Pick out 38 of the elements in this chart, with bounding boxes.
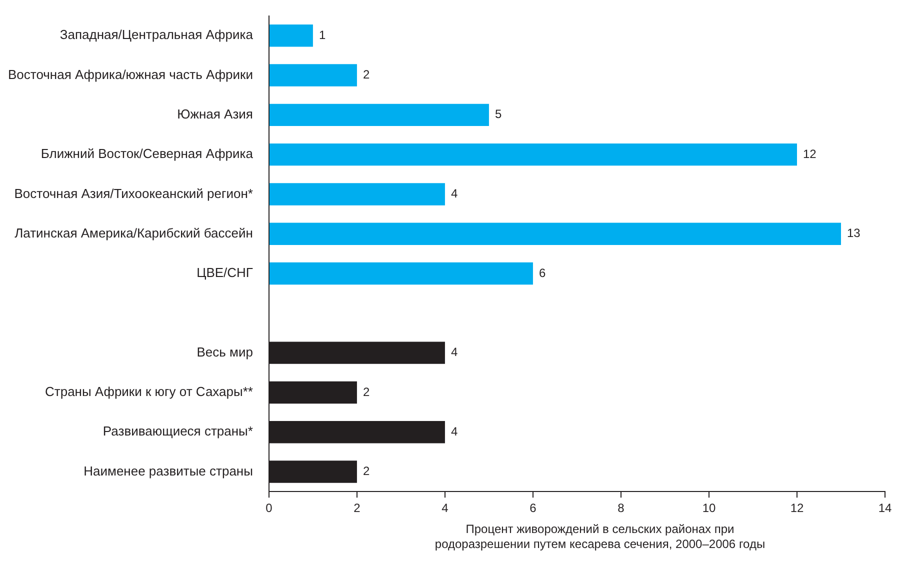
x-axis-title: Процент живорождений в сельских районах при родоразрешении путем кесарева сечения, 2000–2006 годы [434, 522, 766, 552]
data-label: 5 [494, 107, 502, 122]
y-tick-label: Ближний Восток/Северная Африка [40, 146, 254, 162]
x-tick-label: 10 [702, 501, 716, 516]
bar [269, 143, 797, 166]
y-tick-label: Южная Азия [177, 106, 253, 122]
data-label: 4 [450, 424, 458, 438]
data-label: 2 [362, 68, 370, 82]
x-tick-label: 12 [790, 501, 804, 516]
data-label: 1 [318, 28, 326, 42]
bar [269, 183, 445, 206]
x-tick-label: 6 [530, 501, 537, 516]
y-tick-label: Развивающиеся страны* [102, 424, 253, 439]
data-label: 4 [450, 186, 458, 201]
y-tick-label: ЦВЕ/СНГ [196, 265, 253, 280]
x-tick-label: 0 [266, 501, 273, 516]
x-tick-label: 8 [618, 501, 625, 516]
bar [269, 222, 841, 245]
y-tick-label: Весь мир [196, 344, 253, 360]
y-tick-label: Восточная Африка/южная часть Африки [8, 66, 253, 82]
bar [269, 24, 313, 47]
y-tick-label: Наименее развитые страны [84, 463, 253, 478]
bar [269, 64, 357, 86]
data-label: 4 [450, 345, 458, 360]
data-label: 6 [538, 266, 546, 280]
data-label: 12 [802, 146, 817, 161]
x-tick-label: 2 [354, 501, 361, 516]
y-tick-label: Восточная Азия/Тихоокеанский регион* [14, 186, 253, 201]
data-label: 2 [362, 464, 370, 478]
bar [269, 104, 489, 126]
y-tick-label: Страны Африки к югу от Сахары** [44, 384, 253, 400]
y-tick-label: Западная/Центральная Африка [60, 27, 254, 42]
data-label: 2 [362, 384, 370, 399]
y-tick-label: Латинская Америка/Карибский бассейн [14, 225, 253, 240]
data-label: 13 [846, 226, 861, 240]
x-tick-label: 4 [442, 501, 449, 516]
x-tick-label: 14 [878, 501, 892, 516]
bar [269, 262, 533, 285]
